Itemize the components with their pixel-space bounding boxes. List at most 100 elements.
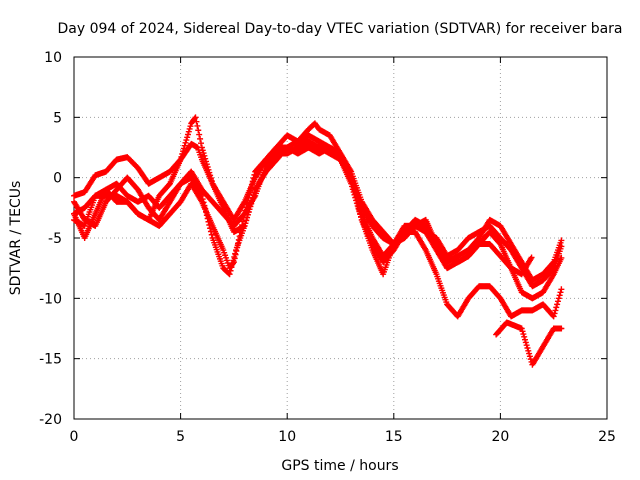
- data-point: [203, 209, 210, 216]
- y-axis-label: SDTVAR / TECUs: [8, 181, 24, 296]
- data-point: [524, 344, 531, 351]
- data-point: [358, 213, 364, 220]
- data-point: [232, 250, 239, 257]
- y-tick-label: 5: [53, 110, 62, 126]
- data-point: [244, 211, 251, 218]
- data-point: [208, 177, 215, 184]
- chart-title: Day 094 of 2024, Sidereal Day-to-day VTE…: [57, 21, 622, 37]
- data-point: [178, 153, 185, 160]
- data-point: [201, 202, 208, 209]
- data-point: [522, 336, 528, 343]
- data-point: [245, 209, 252, 216]
- data-point: [203, 212, 210, 219]
- data-point: [205, 166, 212, 173]
- data-point: [354, 200, 361, 207]
- data-point: [200, 150, 207, 157]
- data-point: [227, 267, 234, 274]
- data-point: [248, 181, 255, 188]
- data-point: [556, 292, 563, 299]
- axis-ticks: 0 5 10 15 20 25 -20 -15 -10 -5 0 5 10: [39, 50, 616, 445]
- y-tick-label: 0: [53, 171, 62, 187]
- data-point: [186, 125, 193, 132]
- data-point: [204, 215, 211, 222]
- data-point: [249, 178, 256, 185]
- data-series: [71, 114, 565, 368]
- data-point: [249, 195, 256, 202]
- data-point: [353, 194, 360, 201]
- data-point: [196, 131, 203, 138]
- data-point: [193, 118, 200, 125]
- data-point: [554, 301, 561, 308]
- data-point: [207, 172, 214, 179]
- data-point: [183, 137, 190, 144]
- data-point: [526, 350, 533, 357]
- data-point: [353, 197, 360, 204]
- data-point: [206, 169, 213, 176]
- data-point: [250, 192, 257, 199]
- data-point: [243, 217, 250, 224]
- data-point: [242, 207, 249, 214]
- data-point: [198, 144, 205, 151]
- data-point: [357, 210, 364, 217]
- data-point: [199, 147, 206, 154]
- x-tick-label: 20: [491, 429, 509, 445]
- x-tick-label: 15: [385, 429, 403, 445]
- data-point: [250, 175, 257, 182]
- data-point: [208, 231, 215, 238]
- data-point: [349, 181, 356, 188]
- data-point: [229, 260, 236, 267]
- data-point: [558, 254, 565, 261]
- data-point: [241, 222, 248, 229]
- data-point: [230, 257, 237, 264]
- data-point: [177, 156, 184, 163]
- data-point: [356, 207, 363, 214]
- data-point: [550, 313, 557, 320]
- y-tick-label: -5: [48, 231, 62, 247]
- data-point: [243, 204, 250, 211]
- data-point: [523, 342, 530, 349]
- data-point: [203, 161, 210, 168]
- data-point: [558, 286, 565, 293]
- data-point: [518, 325, 525, 332]
- data-point: [246, 191, 253, 198]
- data-point: [520, 331, 527, 338]
- grid: [74, 57, 607, 419]
- y-tick-label: 10: [44, 50, 62, 66]
- data-point: [197, 135, 204, 142]
- data-point: [205, 218, 212, 225]
- data-point: [195, 127, 202, 134]
- data-point: [549, 260, 556, 267]
- data-point: [247, 203, 254, 210]
- data-point: [352, 190, 359, 197]
- data-point: [202, 155, 209, 162]
- data-point: [554, 298, 561, 305]
- data-point: [184, 131, 191, 138]
- data-point: [251, 171, 258, 178]
- data-point: [194, 122, 201, 129]
- data-point: [522, 339, 529, 346]
- data-point: [528, 254, 535, 261]
- data-point: [203, 158, 210, 165]
- data-point: [553, 304, 560, 311]
- data-point: [207, 228, 214, 235]
- y-tick-label: -20: [39, 412, 62, 428]
- data-point: [184, 134, 191, 141]
- data-point: [246, 206, 253, 213]
- data-point: [525, 347, 532, 354]
- data-point: [207, 225, 214, 232]
- data-point: [526, 353, 533, 360]
- data-point: [207, 175, 214, 182]
- data-point: [244, 214, 251, 221]
- data-point: [350, 184, 357, 191]
- data-point: [226, 271, 233, 278]
- x-tick-label: 10: [278, 429, 296, 445]
- x-tick-label: 5: [176, 429, 185, 445]
- x-tick-label: 0: [70, 429, 79, 445]
- data-point: [191, 115, 198, 122]
- y-tick-label: -15: [39, 352, 62, 368]
- data-point: [180, 148, 187, 155]
- data-point: [355, 203, 362, 210]
- data-point: [551, 310, 558, 317]
- series-trace-5: [71, 144, 565, 368]
